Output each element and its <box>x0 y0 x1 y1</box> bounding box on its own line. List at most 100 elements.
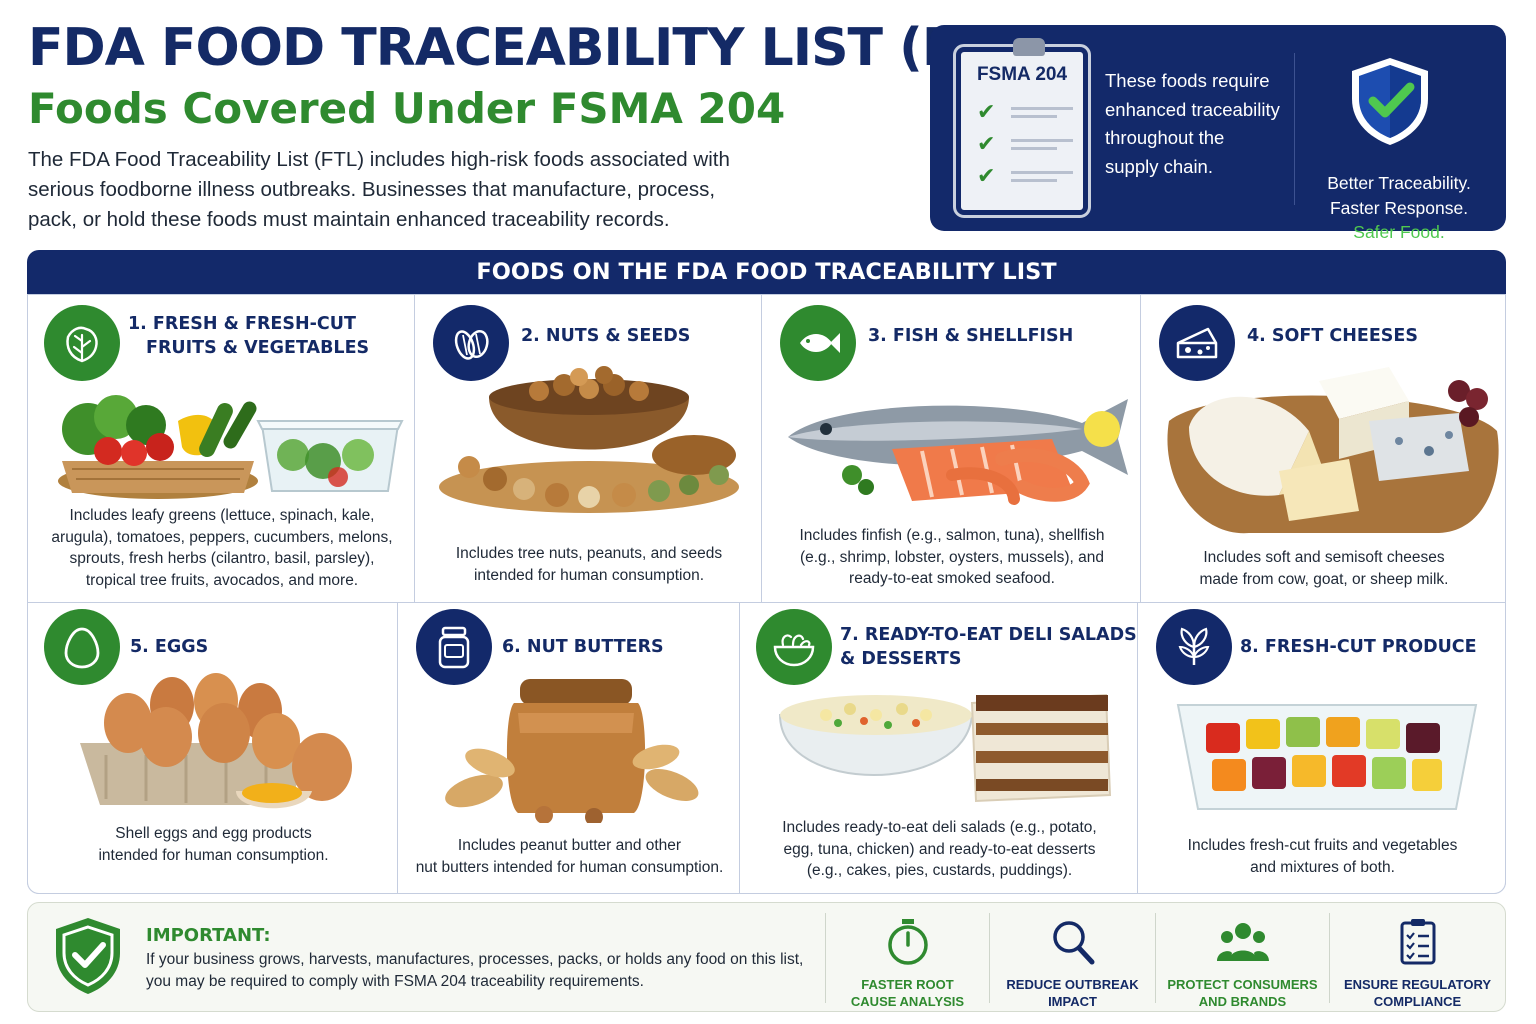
food-card-fish-shellfish: 3. FISH & SHELLFISH Includes finfish (e.… <box>761 294 1141 603</box>
benefit-label-line: CAUSE ANALYSIS <box>850 994 965 1009</box>
food-card-deli-salads: 7. READY-TO-EAT DELI SALADS & DESSERTS I… <box>739 602 1138 894</box>
check-icon: ✔ <box>977 164 996 189</box>
tagline-line: Faster Response. <box>1329 197 1469 218</box>
tagline-line: Safer Food. <box>1353 222 1445 242</box>
card-description: Includes fresh-cut fruits and vegetables… <box>1142 835 1503 878</box>
hero-text-line: These foods require <box>1105 70 1270 91</box>
card-description: Includes finfish (e.g., salmon, tuna), s… <box>766 525 1138 590</box>
salad-dessert-image <box>778 693 1112 803</box>
hero-text-line: throughout the <box>1105 127 1225 148</box>
important-banner: IMPORTANT: If your business grows, harve… <box>27 902 1506 1012</box>
card-title: 5. EGGS <box>130 637 209 657</box>
page-title: FDA FOOD TRACEABILITY LIST (FTL) <box>28 18 1047 78</box>
card-title: 8. FRESH-CUT PRODUCE <box>1240 637 1477 657</box>
benefit-label-line: PROTECT CONSUMERS <box>1167 977 1318 992</box>
leafy-greens-icon <box>44 305 120 381</box>
divider <box>1294 53 1295 205</box>
cheese-image <box>1167 367 1499 534</box>
page-subtitle: Foods Covered Under FSMA 204 <box>28 84 786 133</box>
desc-line: Includes peanut butter and other <box>457 837 682 854</box>
benefit-label-line: COMPLIANCE <box>1373 994 1462 1009</box>
tagline-line: Better Traceability. <box>1327 173 1471 193</box>
desc-line: made from cow, goat, or sheep milk. <box>1199 570 1449 588</box>
benefit-reduce-outbreak: REDUCE OUTBREAK IMPACT <box>989 913 1155 1009</box>
desc-line: (e.g., cakes, pies, custards, puddings). <box>806 862 1073 879</box>
hero-text: These foods require enhanced traceabilit… <box>1105 67 1295 181</box>
desc-line: Includes soft and semisoft cheeses <box>1203 549 1445 566</box>
desc-line: (e.g., shrimp, lobster, oysters, mussels… <box>799 548 1105 566</box>
card-description: Includes ready-to-eat deli salads (e.g.,… <box>744 817 1135 882</box>
cheese-icon <box>1159 305 1235 381</box>
check-icon: ✔ <box>977 100 996 125</box>
desc-line: Includes finfish (e.g., salmon, tuna), s… <box>799 527 1105 544</box>
card-title-line: 7. READY-TO-EAT DELI SALADS <box>840 625 1137 645</box>
food-card-fresh-produce: 1. FRESH & FRESH-CUT FRUITS & VEGETABLES… <box>27 294 415 603</box>
card-title: 3. FISH & SHELLFISH <box>868 326 1074 346</box>
salad-bowl-icon <box>756 609 832 685</box>
checklist-row: ✔ <box>977 134 1077 158</box>
shield-check-icon <box>1352 58 1428 145</box>
intro-line: The FDA Food Traceability List (FTL) inc… <box>28 148 730 171</box>
fish-icon <box>780 305 856 381</box>
benefit-label: REDUCE OUTBREAK IMPACT <box>990 976 1155 1010</box>
intro-paragraph: The FDA Food Traceability List (FTL) inc… <box>28 145 768 235</box>
check-icon: ✔ <box>977 132 996 157</box>
important-text-line: If your business grows, harvests, manufa… <box>146 951 804 968</box>
card-title-line: FRUITS & VEGETABLES <box>146 338 370 358</box>
benefit-protect-consumers: PROTECT CONSUMERS AND BRANDS <box>1155 913 1329 1009</box>
benefit-faster-root-cause: FASTER ROOT CAUSE ANALYSIS <box>825 913 989 1009</box>
food-card-nuts-seeds: 2. NUTS & SEEDS Includes tree nuts, pean… <box>414 294 762 603</box>
card-description: Includes tree nuts, peanuts, and seeds i… <box>419 543 759 586</box>
egg-icon <box>44 609 120 685</box>
card-description: Includes soft and semisoft cheeses made … <box>1145 547 1503 590</box>
food-card-fresh-cut-produce: 8. FRESH-CUT PRODUCE Includes fresh-cut … <box>1137 602 1506 894</box>
nuts-icon <box>433 305 509 381</box>
clipboard-clip <box>1013 38 1045 56</box>
benefit-label-line: REDUCE OUTBREAK <box>1006 977 1139 992</box>
desc-line: arugula), tomatoes, peppers, cucumbers, … <box>51 528 393 546</box>
benefit-label: PROTECT CONSUMERS AND BRANDS <box>1156 976 1329 1010</box>
benefit-ensure-compliance: ENSURE REGULATORY COMPLIANCE <box>1329 913 1505 1009</box>
card-description: Includes leafy greens (lettuce, spinach,… <box>32 505 412 591</box>
food-card-soft-cheeses: 4. SOFT CHEESES Includes soft and semiso… <box>1140 294 1506 603</box>
card-title: 2. NUTS & SEEDS <box>521 326 691 346</box>
desc-line: Shell eggs and egg products <box>115 825 312 842</box>
food-card-eggs: 5. EGGS Shell eggs and egg products inte… <box>27 602 398 894</box>
desc-line: and mixtures of both. <box>1250 858 1395 876</box>
card-title: 7. READY-TO-EAT DELI SALADS & DESSERTS <box>840 623 1137 671</box>
hero-text-line: enhanced traceability <box>1105 98 1280 120</box>
people-icon <box>1216 923 1269 961</box>
clipboard-icon: FSMA 204 ✔ ✔ ✔ <box>953 38 1091 218</box>
desc-line: Includes fresh-cut fruits and vegetables <box>1187 837 1458 854</box>
magnifier-icon <box>1052 921 1094 965</box>
desc-line: tropical tree fruits, avocados, and more… <box>85 571 359 589</box>
shield-check-icon <box>56 918 120 994</box>
desc-line: intended for human consumption. <box>98 846 329 864</box>
card-description: Includes peanut butter and other nut but… <box>402 835 737 878</box>
eggs-image <box>80 673 352 809</box>
desc-line: egg, tuna, chicken) and ready-to-eat des… <box>783 840 1096 858</box>
desc-line: Includes tree nuts, peanuts, and seeds <box>455 545 723 562</box>
peanut-butter-image <box>445 679 699 823</box>
plant-icon <box>1156 609 1232 685</box>
vegetables-image <box>58 395 404 499</box>
benefit-label-line: ENSURE REGULATORY <box>1343 977 1492 992</box>
checklist-row: ✔ <box>977 166 1077 190</box>
card-description: Shell eggs and egg products intended for… <box>32 823 395 866</box>
benefit-label-line: IMPACT <box>1048 994 1097 1009</box>
checklist-row: ✔ <box>977 102 1077 126</box>
intro-line: pack, or hold these foods must maintain … <box>28 208 670 231</box>
important-title: IMPORTANT: <box>146 925 271 946</box>
stopwatch-icon <box>887 919 928 965</box>
card-title: 1. FRESH & FRESH-CUT FRUITS & VEGETABLES <box>128 312 369 360</box>
desc-line: Includes ready-to-eat deli salads (e.g.,… <box>782 819 1097 836</box>
desc-line: intended for human consumption. <box>473 566 705 584</box>
benefit-label: FASTER ROOT CAUSE ANALYSIS <box>826 976 989 1010</box>
desc-line: ready-to-eat smoked seafood. <box>849 570 1055 587</box>
clipboard-icon <box>1400 919 1435 965</box>
clipboard-title: FSMA 204 <box>976 64 1068 85</box>
food-card-nut-butters: 6. NUT BUTTERS Includes peanut butter an… <box>397 602 740 894</box>
benefit-label-line: FASTER ROOT <box>861 977 954 992</box>
intro-line: serious foodborne illness outbreaks. Bus… <box>28 178 716 201</box>
card-title: 4. SOFT CHEESES <box>1247 326 1418 346</box>
